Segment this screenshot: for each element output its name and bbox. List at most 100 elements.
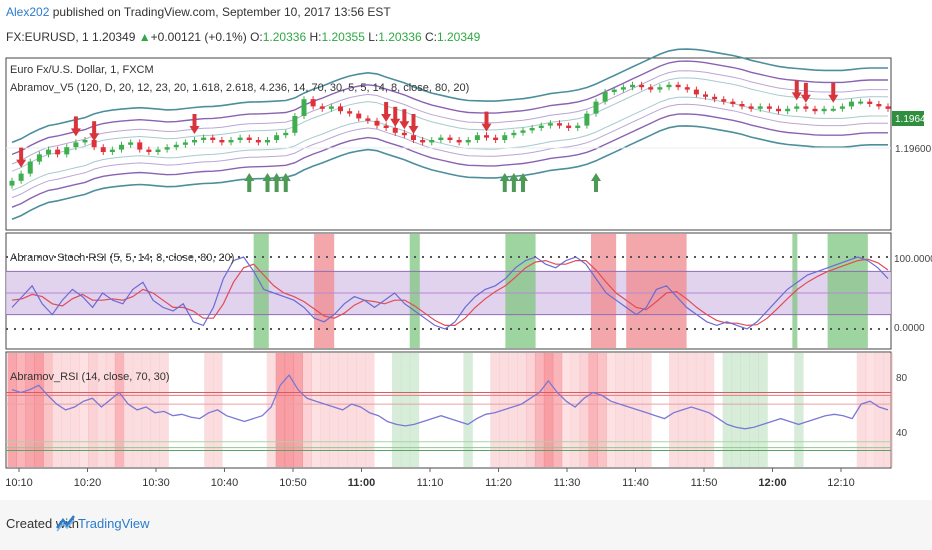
candle <box>520 130 526 133</box>
candle <box>794 106 800 109</box>
bear-signal-arrowhead <box>828 94 839 103</box>
rsi-zone <box>463 353 473 467</box>
candle <box>502 135 508 140</box>
bear-signal-arrow <box>794 80 799 94</box>
band-line <box>11 113 888 208</box>
tradingview-logo-icon[interactable] <box>56 514 76 532</box>
candle <box>566 125 572 128</box>
rsi-zone <box>722 353 733 467</box>
candle <box>821 108 827 112</box>
candle <box>693 89 699 95</box>
rsi-zone <box>588 353 598 467</box>
candle <box>593 101 599 114</box>
time-tick-label: 11:00 <box>348 477 376 489</box>
price-indicator-label: Abramov_V5 (120, D, 20, 12, 23, 20, 1.61… <box>10 82 469 94</box>
tradingview-brand-link[interactable]: TradingView <box>78 516 150 531</box>
candle <box>474 135 480 140</box>
candle <box>648 87 654 90</box>
candle <box>484 135 489 138</box>
candle <box>602 92 608 102</box>
stoch-green-zone <box>827 234 868 348</box>
price-y-tick: 1.19600 <box>895 144 932 155</box>
symbol[interactable]: FX:EURUSD, 1 <box>6 30 89 44</box>
rsi-zone <box>7 353 17 467</box>
candle <box>246 137 252 140</box>
rsi-zone <box>865 353 876 467</box>
rsi-pane-title: Abramov_RSI (14, close, 70, 30) <box>10 371 170 383</box>
rsi-zone <box>552 353 563 467</box>
candle <box>128 142 134 145</box>
signal-arrows <box>16 80 839 192</box>
price-change: +0.00121 (+0.1%) <box>150 30 247 44</box>
price-tag <box>892 111 924 126</box>
rsi-zone <box>356 353 366 467</box>
candle <box>675 84 681 88</box>
candle <box>456 140 462 143</box>
bull-signal-arrowhead <box>508 173 519 181</box>
candle <box>347 111 353 114</box>
time-tick-label: 11:40 <box>622 477 649 489</box>
candle <box>438 137 444 140</box>
candle <box>739 104 745 107</box>
rsi-line <box>11 374 889 430</box>
chart-area[interactable]: 10:10 10:20 10:30 10:40 10:50 11:00 11:10 11:20… <box>0 0 932 500</box>
bear-signal-arrow <box>402 109 407 123</box>
candle <box>766 106 772 109</box>
time-axis: 10:10 10:20 10:30 10:40 10:50 11:00 11:10 11:20… <box>5 468 855 489</box>
candle <box>55 149 61 155</box>
bear-signal-arrow <box>192 114 197 127</box>
candle <box>657 87 663 90</box>
bear-signal-arrowhead <box>399 121 410 130</box>
candle <box>858 101 864 104</box>
candle <box>18 173 24 181</box>
bull-signal-arrow <box>511 180 516 192</box>
candles <box>9 81 891 189</box>
author-link[interactable]: Alex202 <box>6 5 50 19</box>
candle <box>776 108 781 112</box>
candle <box>830 108 836 111</box>
candle <box>885 106 891 109</box>
rsi-zone <box>597 353 607 467</box>
bear-signal-arrowhead <box>70 128 81 137</box>
rsi-zone <box>150 353 160 467</box>
stoch-lines <box>6 256 891 330</box>
candle <box>374 120 380 126</box>
rsi-zone <box>275 353 286 467</box>
rsi-zone <box>391 353 402 467</box>
candle <box>119 144 124 150</box>
candle <box>429 140 435 143</box>
close-value: 1.20349 <box>436 30 481 44</box>
rsi-zone <box>293 353 304 467</box>
candle <box>465 140 471 143</box>
rsi-zone <box>624 353 634 467</box>
candle <box>684 87 690 90</box>
rsi-zone <box>43 353 53 467</box>
candle <box>173 144 179 148</box>
candle <box>319 106 325 109</box>
candle <box>182 142 188 145</box>
high-value: 1.20355 <box>321 30 365 44</box>
candle <box>356 113 362 119</box>
bear-signal-arrow <box>831 82 836 96</box>
candle <box>9 180 15 186</box>
band-line <box>11 103 888 199</box>
last-price: 1.20349 <box>92 30 136 44</box>
stoch-y-tick-100: 100.0000 <box>894 254 932 265</box>
rsi-zone <box>159 353 169 467</box>
rsi-zone <box>204 353 214 467</box>
candle <box>748 106 754 109</box>
bull-signal-arrow <box>283 180 288 192</box>
rsi-zone <box>52 353 62 467</box>
bull-signal-arrowhead <box>280 173 291 181</box>
time-tick-label: 11:20 <box>485 477 512 489</box>
stoch-green-zone <box>505 234 536 348</box>
high-label: H: <box>309 30 322 44</box>
rsi-y-tick-40: 40 <box>896 428 908 439</box>
candle <box>547 123 553 126</box>
open-value: 1.20336 <box>262 30 307 44</box>
open-label: O: <box>250 30 263 44</box>
candle <box>511 132 517 136</box>
bull-signal-arrowhead <box>499 173 510 181</box>
bull-signal-arrow <box>274 180 279 192</box>
candle <box>310 99 316 107</box>
